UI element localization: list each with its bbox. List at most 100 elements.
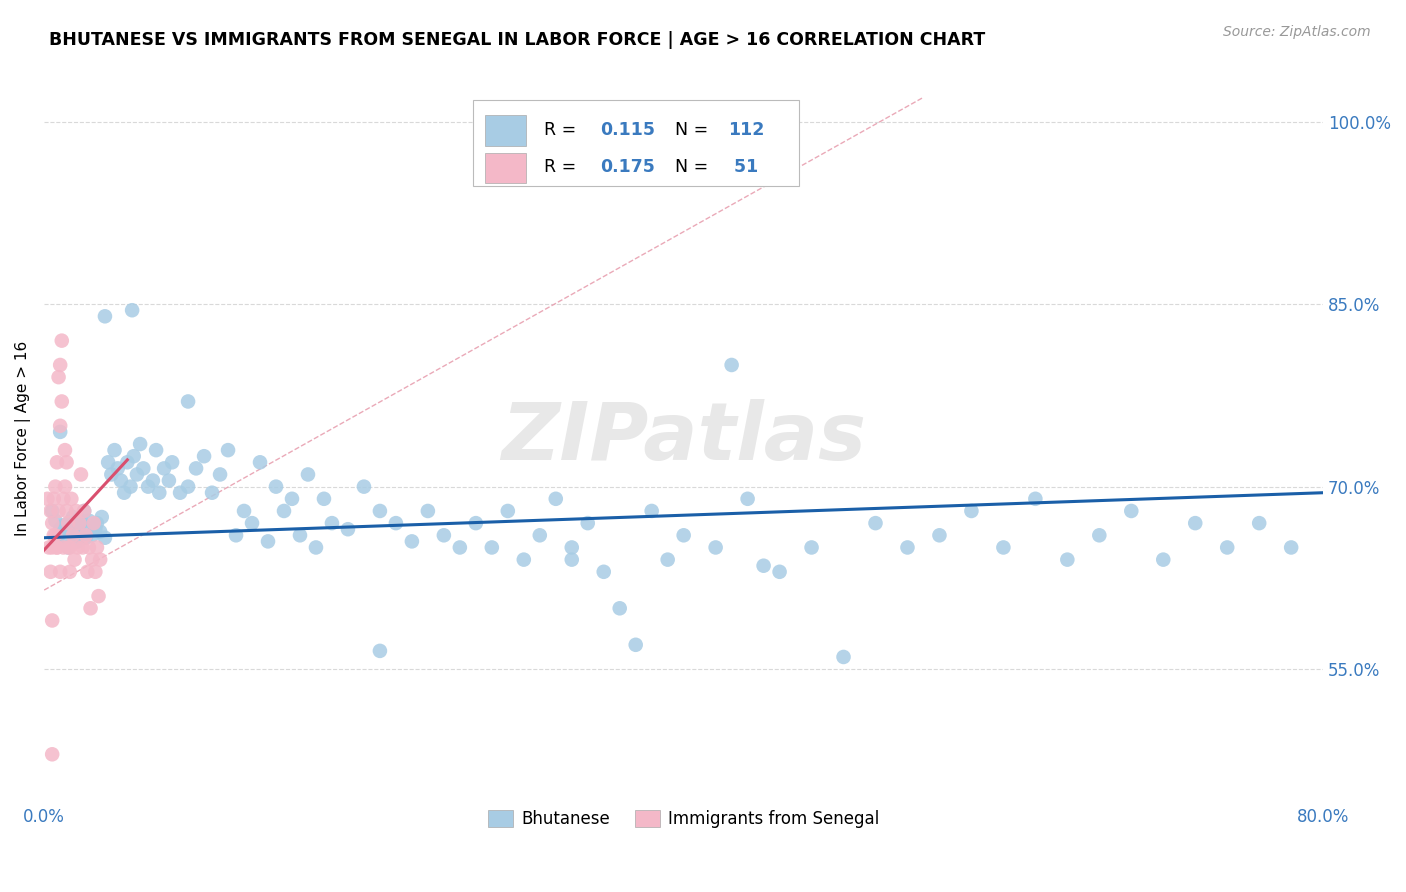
Point (768, 565, 790, 579)
Text: R =: R = (544, 121, 582, 139)
Point (704, 541, 727, 555)
Point (264, 480, 287, 494)
Point (52, 541, 75, 555)
Point (449, 541, 471, 555)
Point (561, 541, 583, 555)
Point (89, 552, 111, 566)
Point (89, 524, 111, 539)
Point (737, 491, 759, 506)
FancyBboxPatch shape (485, 115, 526, 146)
Point (249, 455, 271, 469)
Point (544, 491, 567, 506)
Point (129, 437, 152, 451)
Point (56, 541, 79, 555)
Point (312, 491, 335, 506)
Point (993, 541, 1015, 555)
Point (97, 455, 120, 469)
Point (51, 394, 73, 409)
Point (225, 528, 247, 542)
Point (1184, 516, 1206, 530)
Point (201, 485, 224, 500)
Point (368, 644, 391, 658)
Point (121, 303, 143, 318)
Point (48, 528, 70, 542)
Point (641, 504, 664, 518)
Point (464, 516, 486, 530)
Point (233, 504, 256, 518)
Point (481, 541, 503, 555)
Point (94, 531, 117, 545)
Point (65, 504, 87, 518)
Point (217, 443, 239, 458)
Point (169, 485, 191, 500)
Point (107, 461, 129, 475)
Point (41, 516, 63, 530)
Point (49, 418, 72, 433)
Point (49, 522, 72, 536)
Point (177, 480, 200, 494)
Point (42, 528, 65, 542)
Point (41, 614, 63, 628)
Point (592, 565, 614, 579)
Point (60, 491, 83, 506)
Point (657, 552, 679, 566)
Point (117, 455, 139, 469)
Point (37, 491, 59, 506)
Point (53, 480, 76, 494)
Point (59, 541, 82, 555)
Text: 112: 112 (728, 121, 765, 139)
Point (72, 541, 94, 555)
Point (60, 524, 83, 539)
Point (1056, 552, 1078, 566)
Point (160, 455, 183, 469)
Point (46, 455, 69, 469)
Point (513, 552, 536, 566)
Point (41, 504, 63, 518)
Point (66, 541, 89, 555)
Point (82, 528, 104, 542)
Point (1121, 504, 1143, 518)
Point (49, 565, 72, 579)
Point (55, 504, 77, 518)
Text: 0.115: 0.115 (600, 121, 655, 139)
Point (1279, 541, 1302, 555)
Point (79, 601, 101, 615)
Point (87, 589, 110, 603)
Point (305, 541, 328, 555)
Point (51, 334, 73, 348)
Point (153, 461, 176, 475)
Point (44, 528, 66, 542)
Point (752, 558, 775, 573)
Point (624, 638, 647, 652)
Point (77, 514, 100, 528)
Point (62, 510, 84, 524)
Point (145, 443, 167, 458)
Text: Source: ZipAtlas.com: Source: ZipAtlas.com (1223, 25, 1371, 39)
Point (529, 528, 551, 542)
Point (142, 474, 165, 488)
Point (125, 467, 148, 482)
Point (49, 358, 72, 372)
Point (353, 480, 375, 494)
FancyBboxPatch shape (472, 100, 799, 186)
Point (48, 370, 70, 384)
Point (416, 504, 439, 518)
Point (273, 504, 295, 518)
Text: 51: 51 (728, 158, 759, 176)
Point (63, 552, 86, 566)
Point (53, 443, 76, 458)
Point (41, 747, 63, 762)
Point (240, 516, 263, 530)
Point (65, 528, 87, 542)
Text: N =: N = (675, 121, 713, 139)
Point (44, 480, 66, 494)
Point (46, 541, 69, 555)
Point (193, 449, 215, 463)
Point (41, 541, 63, 555)
Text: ZIPatlas: ZIPatlas (501, 399, 866, 477)
Point (73, 522, 96, 536)
Point (433, 528, 456, 542)
Point (336, 522, 359, 536)
Point (42, 491, 65, 506)
Point (100, 467, 122, 482)
